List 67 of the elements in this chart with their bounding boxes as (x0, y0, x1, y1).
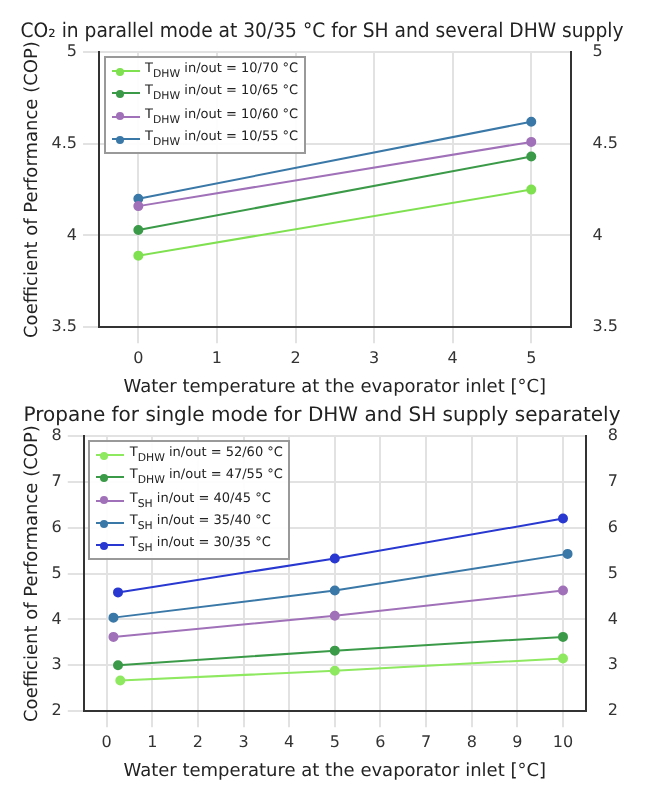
x-tick-label: 3 (238, 732, 249, 751)
x-tick-label: 4 (284, 732, 295, 751)
y-tick-label: 3 (51, 655, 62, 674)
y-tick-label: 2 (51, 701, 62, 720)
y-tick-label: 7 (51, 472, 62, 491)
y-tick-label: 5 (51, 563, 62, 582)
point (329, 553, 340, 564)
point (558, 513, 568, 524)
point (115, 675, 126, 686)
y2-tick-label: 8 (607, 426, 619, 445)
point (558, 653, 568, 664)
x-axis-title: Water temperature at the evaporator inlet [°C] (123, 377, 547, 398)
point (133, 224, 144, 235)
x-tick-label: 1 (147, 732, 158, 751)
y2-tick-label: 4.5 (592, 133, 619, 152)
point (329, 665, 340, 676)
y2-tick-label: 3.5 (592, 317, 619, 336)
point (133, 201, 144, 212)
x-tick-label: 2 (290, 348, 301, 367)
y2-tick-label: 4 (592, 225, 603, 244)
point (329, 610, 340, 621)
y-tick-label: 3.5 (51, 317, 78, 336)
point (526, 136, 537, 147)
x-tick-label: 3 (369, 348, 380, 367)
y-axis-title: Coefficient of Performance (COP) (23, 425, 44, 722)
x-tick-label: 10 (552, 732, 574, 751)
x-tick-label: 0 (101, 732, 112, 751)
y-axis-title: Coefficient of Performance (COP) (23, 41, 44, 338)
y-tick-label: 4.5 (51, 133, 78, 152)
x-tick-label: 1 (211, 348, 223, 367)
point (558, 585, 568, 596)
point (113, 587, 124, 598)
point (526, 151, 537, 162)
chart-title: Propane for single mode for DHW and SH supply separately (23, 405, 621, 428)
x-tick-label: 6 (375, 732, 386, 751)
point (113, 660, 124, 671)
point (558, 631, 568, 642)
x-tick-label: 2 (192, 732, 203, 751)
y2-tick-label: 4 (607, 609, 619, 628)
point (329, 585, 340, 596)
x-tick-label: 5 (526, 348, 537, 367)
chart-title: CO₂ in parallel mode at 30/35 °C for SH and several DHW supply (20, 20, 624, 44)
y2-tick-label: 5 (607, 563, 619, 582)
point (108, 631, 119, 642)
x-tick-label: 4 (447, 348, 458, 367)
y-tick-label: 4 (66, 225, 78, 244)
x-tick-label: 0 (133, 348, 144, 367)
x-axis-title: Water temperature at the evaporator inlet [°C] (123, 761, 547, 782)
point (133, 250, 144, 261)
point (329, 645, 340, 656)
x-tick-label: 7 (420, 732, 432, 751)
x-tick-label: 9 (512, 732, 523, 751)
x-tick-label: 5 (329, 732, 340, 751)
point (562, 548, 573, 559)
point (526, 184, 537, 195)
x-tick-label: 8 (466, 732, 477, 751)
y-tick-label: 6 (51, 517, 62, 536)
y2-tick-label: 2 (607, 701, 619, 720)
y2-tick-label: 5 (592, 42, 603, 61)
y2-tick-label: 7 (607, 472, 619, 491)
y-tick-label: 5 (66, 42, 78, 61)
point (108, 612, 119, 623)
y2-tick-label: 3 (607, 655, 619, 674)
point (526, 116, 537, 127)
y-tick-label: 8 (51, 426, 62, 445)
y-tick-label: 4 (51, 609, 62, 628)
y2-tick-label: 6 (607, 517, 619, 536)
